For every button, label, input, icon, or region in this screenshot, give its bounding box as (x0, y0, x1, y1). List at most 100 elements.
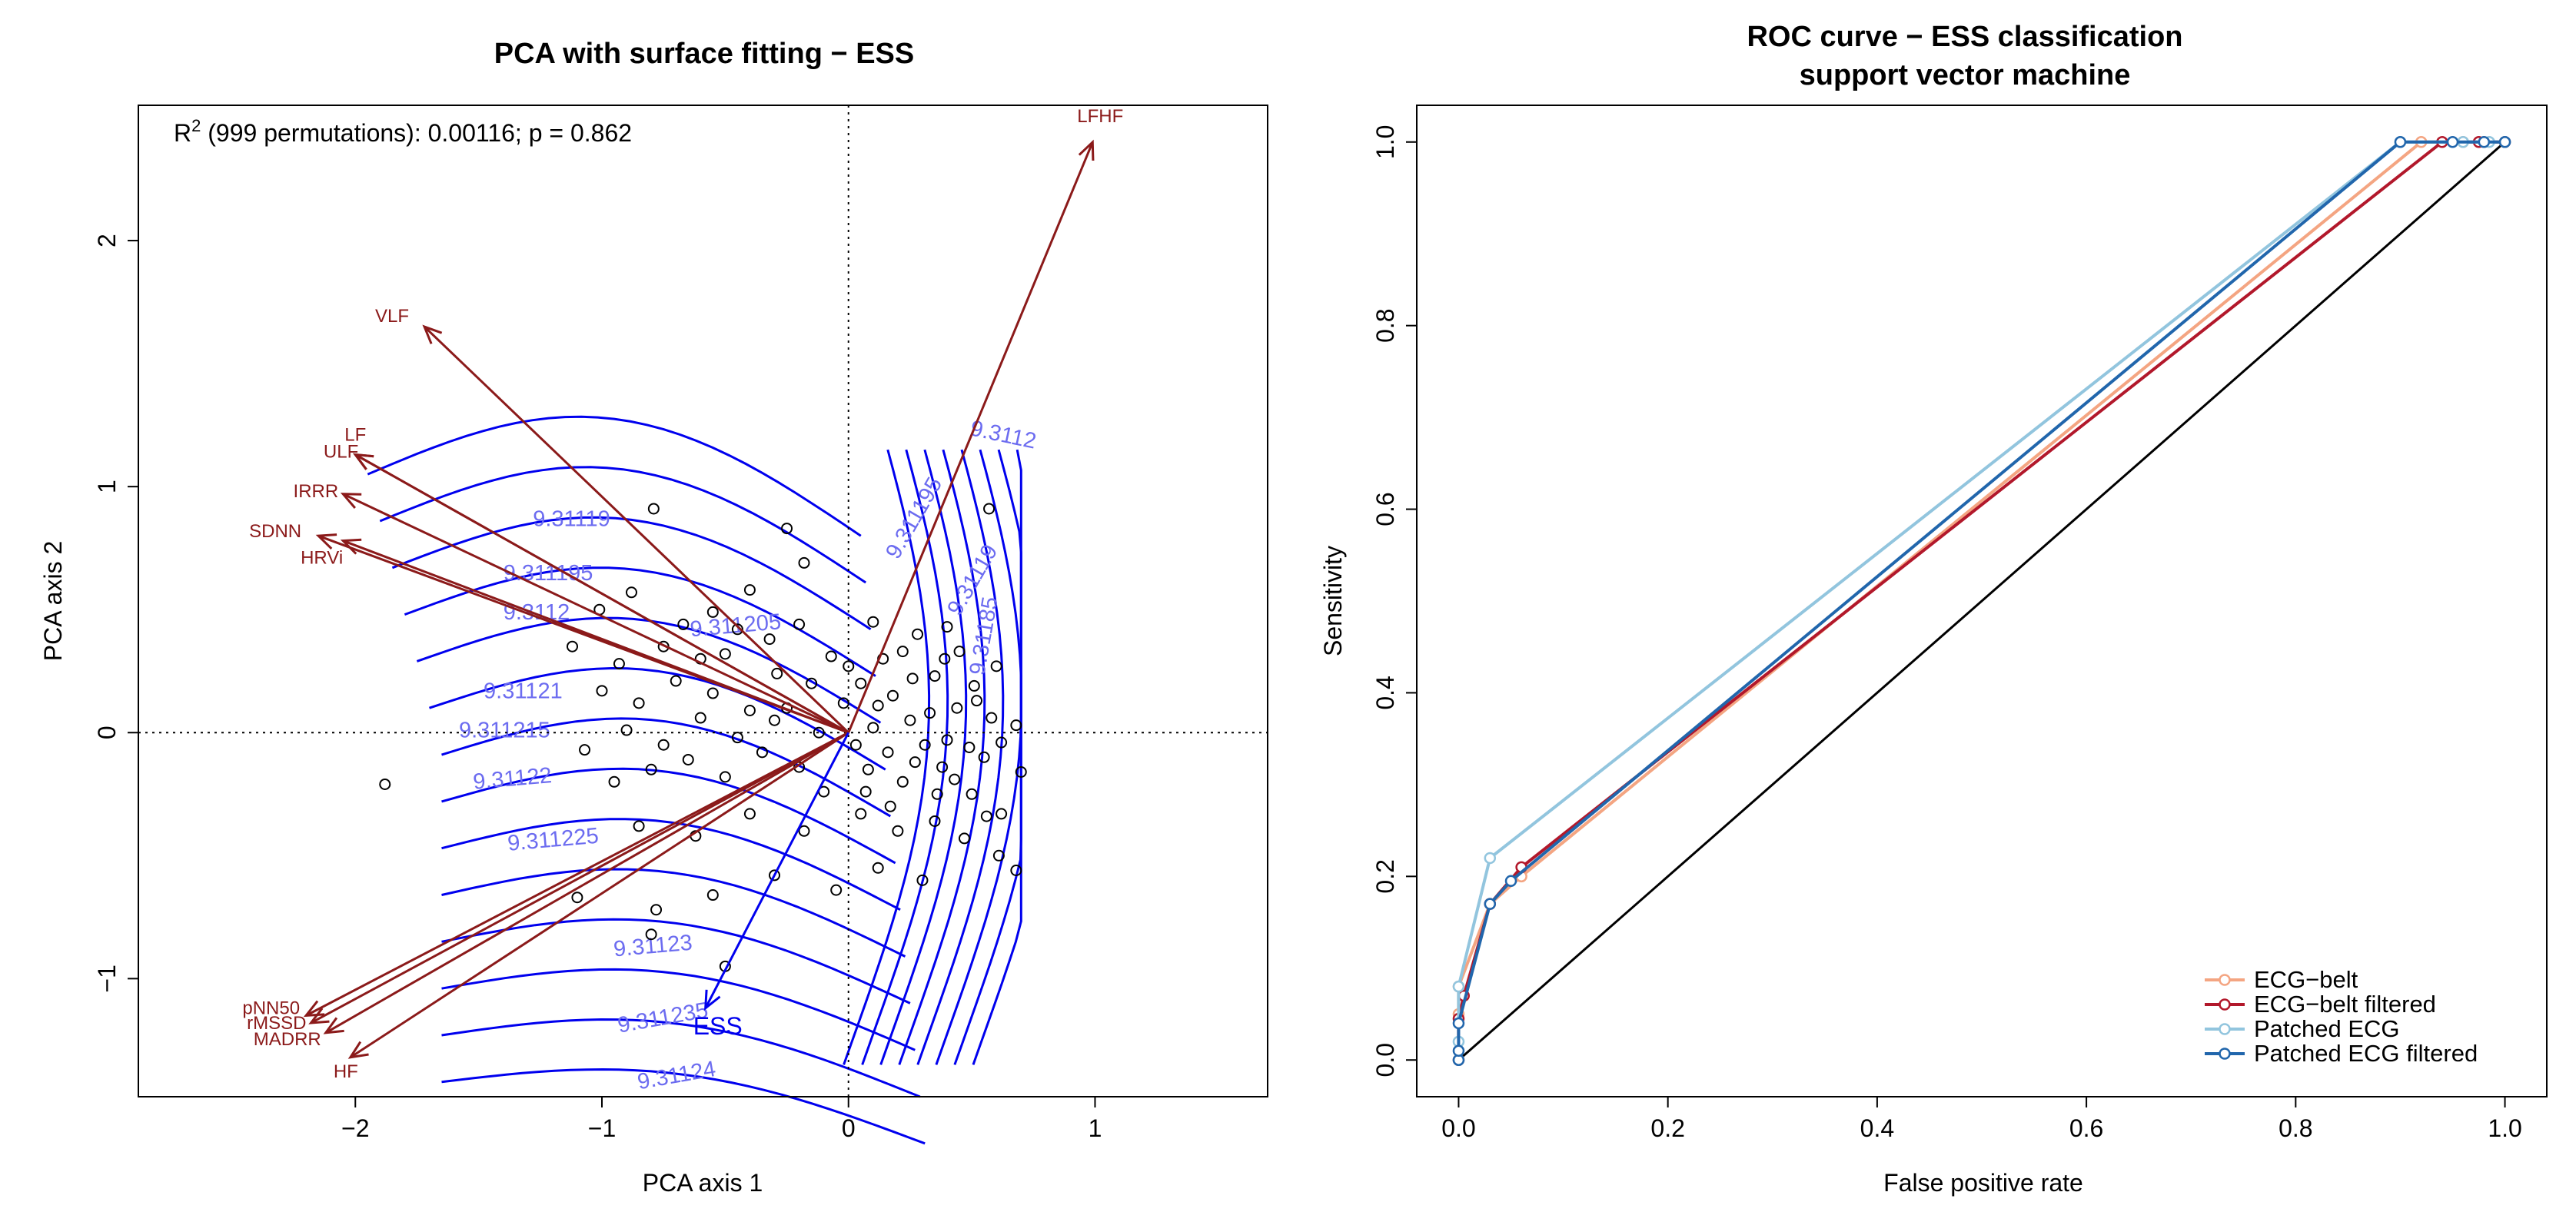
pca-title: PCA with surface fitting − ESS (494, 38, 915, 70)
vector-label: pNN50 (242, 998, 300, 1018)
sample-point (1015, 765, 1027, 778)
sample-point (849, 739, 862, 751)
x-tick-label: 0.4 (1860, 1114, 1894, 1142)
roc-point (2498, 136, 2511, 148)
sample-point (929, 670, 941, 682)
sample-point (1010, 719, 1022, 732)
contour-line (379, 466, 867, 584)
sample-point (919, 739, 931, 751)
sample-point (743, 704, 756, 716)
sample-point (892, 825, 904, 837)
sample-point (798, 825, 810, 837)
contour-line (861, 449, 949, 1065)
x-tick-label: 0.0 (1441, 1114, 1475, 1142)
sample-point (625, 586, 637, 599)
vector-arrowhead (1078, 139, 1095, 161)
sample-point (763, 633, 776, 646)
sample-point (813, 726, 825, 739)
sample-point (968, 679, 980, 692)
y-tick-label: −1 (93, 965, 121, 992)
roc-x-axis-label: False positive rate (1883, 1169, 2083, 1197)
sample-point (613, 658, 625, 670)
legend-entry: Patched ECG filtered (2205, 1040, 2478, 1067)
vector-arrowhead (353, 453, 374, 470)
sample-point (971, 695, 983, 707)
x-tick-label: −2 (341, 1114, 369, 1142)
contour-line (441, 968, 916, 1051)
y-tick-label: 2 (93, 234, 121, 247)
contour-label: 9.311215 (459, 719, 550, 743)
vector-label: rMSSD (247, 1013, 306, 1034)
vector-line (354, 453, 849, 734)
contour-label: 9.31121 (484, 679, 563, 703)
sample-point (859, 785, 872, 798)
sample-point (936, 761, 949, 773)
vector-line (704, 732, 850, 1009)
contour-line (441, 767, 896, 865)
contour-label: 9.3112 (968, 416, 1038, 453)
contour-line (879, 449, 968, 1065)
contour-line (935, 449, 1022, 1065)
vector-arrowhead (340, 538, 362, 555)
vector-arrowhead (704, 989, 721, 1011)
y-tick-label: 1 (93, 480, 121, 493)
sample-point (830, 884, 843, 896)
sample-point (771, 667, 783, 679)
sample-point (596, 685, 608, 697)
y-tick-label: 0.8 (1371, 308, 1399, 342)
vector-arrowhead (308, 1008, 330, 1024)
vector-label: IRRR (294, 481, 339, 502)
sample-point (983, 503, 995, 515)
sample-point (645, 928, 657, 941)
roc-curve-panel: ROC curve − ESS classification support v… (1319, 21, 2548, 1197)
pca-contour-labels: 9.31129.311199.3111959.31129.3112059.311… (459, 416, 1039, 1094)
sample-point (953, 646, 966, 658)
roc-point (1452, 1017, 1465, 1030)
sample-point (706, 606, 719, 618)
sample-point (939, 652, 951, 665)
legend-swatch-point (2219, 1048, 2231, 1060)
sample-point (1010, 865, 1022, 877)
roc-point (2394, 136, 2407, 148)
sample-point (633, 697, 645, 709)
x-tick-label: 1.0 (2488, 1114, 2521, 1142)
sample-point (916, 874, 929, 886)
contour-line (404, 566, 876, 677)
contour-line (916, 449, 1005, 1065)
legend-label: Patched ECG filtered (2254, 1040, 2478, 1067)
contour-line (441, 868, 906, 958)
sample-point (966, 788, 978, 800)
sample-point (995, 808, 1008, 820)
sample-point (647, 503, 660, 515)
pca-y-axis-label: PCA axis 2 (39, 541, 67, 662)
contour-label: 9.3112 (504, 600, 570, 625)
roc-title-line-1: ROC curve − ESS classification (1747, 21, 2182, 53)
roc-point (1484, 898, 1497, 910)
roc-point (1484, 852, 1497, 865)
sample-point (912, 628, 924, 640)
sample-point (633, 820, 645, 832)
contour-line (441, 717, 892, 818)
pca-x-axis-label: PCA axis 1 (643, 1169, 763, 1197)
roc-plot-frame (1416, 105, 2548, 1097)
sample-point (843, 660, 855, 672)
roc-series (1452, 136, 2511, 1066)
sample-point (806, 677, 818, 689)
pca-annotation: R2 (999 permutations): 0.00116; p = 0.86… (174, 116, 632, 147)
legend-swatch-point (2219, 1023, 2231, 1035)
sample-point (719, 648, 731, 660)
sample-point (896, 646, 909, 658)
sample-point (694, 712, 706, 724)
pca-biplot-panel: PCA with surface fitting − ESS 9.3112 9.3… (39, 38, 1268, 1197)
x-tick-label: 0 (842, 1114, 856, 1142)
sample-point (949, 773, 961, 785)
sample-point (756, 746, 768, 759)
sample-point (650, 904, 663, 916)
legend-label: Patched ECG (2254, 1015, 2400, 1042)
x-tick-label: 0.6 (2069, 1114, 2103, 1142)
x-tick-label: 0.8 (2279, 1114, 2312, 1142)
vector-label: HF (334, 1061, 358, 1082)
sample-point (867, 616, 879, 628)
contour-label: 9.31124 (636, 1057, 718, 1094)
sample-point (931, 788, 943, 800)
